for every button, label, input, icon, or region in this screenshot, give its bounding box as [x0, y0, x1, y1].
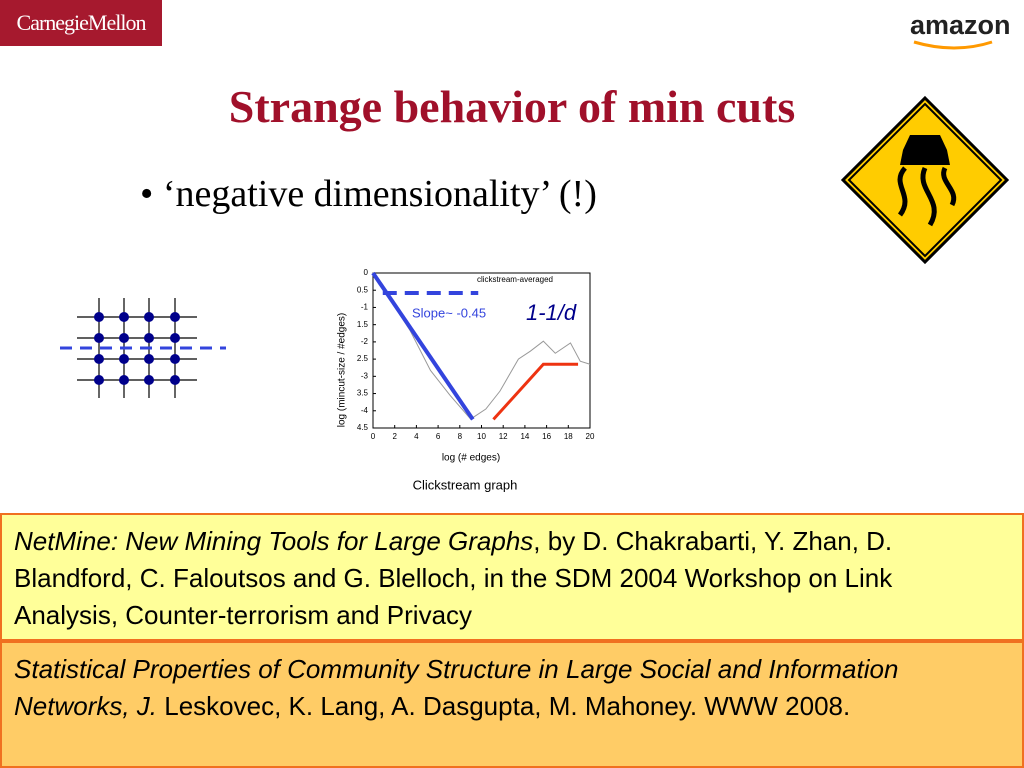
- legend-label: clickstream-averaged: [477, 275, 553, 284]
- road-sign: [840, 95, 1010, 265]
- logo: amazon: [910, 10, 1011, 50]
- chart: 00.5-11.5-22.5-33.5-44.50 2 4 6 8 10 12 14 16 18 2…: [357, 268, 595, 441]
- x-tick-label: 2: [392, 432, 397, 441]
- reference-part: Leskovec, K. Lang, A. Dasgupta, M. Mahon…: [157, 691, 851, 721]
- reference: NetMine: New Mining Tools for Large Grap…: [0, 513, 1024, 641]
- y-axis-label: log (mincut-size / #edges): [337, 313, 348, 428]
- x-tick-label: 14: [520, 432, 529, 441]
- annotation: Slope~ -0.45: [412, 305, 486, 320]
- x-axis-label: log (# edges): [442, 453, 500, 464]
- x-tick-label: 0: [371, 432, 376, 441]
- reference-part: Statistical Properties of Community Stru…: [14, 654, 899, 721]
- grid-nodes: [94, 312, 180, 385]
- x-tick-label: 12: [499, 432, 508, 441]
- line: [371, 271, 475, 421]
- bullet-text: ‘negative dimensionality’ (!): [162, 173, 597, 215]
- y-tick-label: 1.5: [357, 320, 369, 329]
- y-tick-label: -3: [361, 371, 369, 380]
- y-tick-label: 0: [364, 268, 369, 277]
- plot-frame: [372, 272, 591, 429]
- y-tick-label: 4.5: [357, 423, 369, 432]
- reference: Statistical Properties of Community Stru…: [0, 641, 1024, 768]
- y-tick-label: 2.5: [357, 354, 369, 363]
- x-tick-label: 10: [477, 432, 486, 441]
- logo: CarnegieMellon: [0, 0, 162, 46]
- logo-smile: [913, 40, 993, 50]
- reference-part: , by D. Chakrabarti, Y. Zhan, D. Blandfo…: [14, 526, 893, 630]
- y-tick-label: 0.5: [357, 285, 369, 294]
- x-tick-label: 8: [458, 432, 463, 441]
- y-tick-label: 3.5: [357, 389, 369, 398]
- y-tick-label: -4: [361, 406, 369, 415]
- slide-title: Strange behavior of min cuts: [228, 81, 796, 132]
- y-tick-label: -2: [361, 337, 369, 346]
- bullet: • ‘negative dimensionality’ (!): [140, 173, 597, 215]
- x-tick-label: 20: [586, 432, 595, 441]
- x-tick-label: 16: [542, 432, 551, 441]
- x-tick-label: 6: [436, 432, 441, 441]
- annotation: 1-1/d: [526, 300, 577, 325]
- x-tick-label: 18: [564, 432, 573, 441]
- caption: Clickstream graph: [413, 477, 518, 492]
- reference-part: NetMine: New Mining Tools for Large Grap…: [14, 526, 534, 556]
- line: [492, 362, 579, 421]
- line: [372, 272, 591, 420]
- y-tick-label: -1: [361, 303, 369, 312]
- x-tick-label: 4: [414, 432, 419, 441]
- logo-text: amazon: [910, 10, 1011, 40]
